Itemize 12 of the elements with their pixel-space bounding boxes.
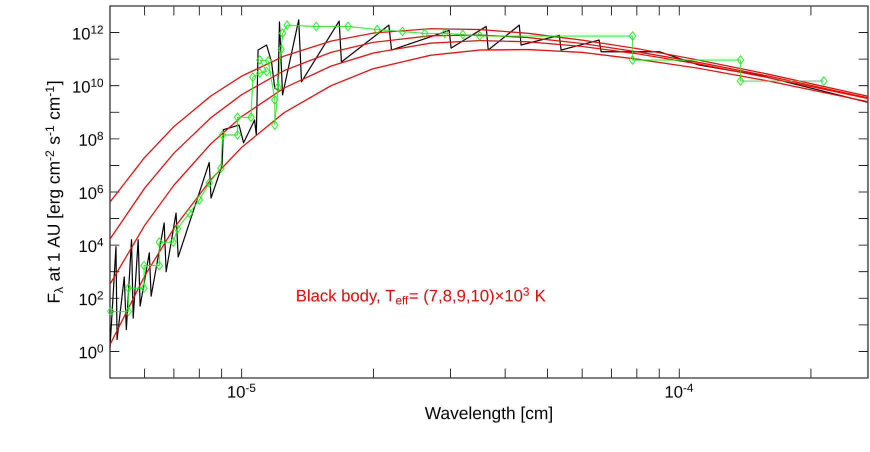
x-axis-title: Wavelength [cm] xyxy=(424,406,552,423)
x-tick-label: 10$^{-5}$ xyxy=(228,384,256,398)
y-tick-label: 10$^{8}$ xyxy=(80,132,103,146)
y-tick-label: 10$^{4}$ xyxy=(80,238,104,252)
y-tick-label: 10$^{6}$ xyxy=(80,184,103,200)
y-tick-label: 10$^{2}$ xyxy=(80,291,103,306)
y-tick-label: 10$^{10}$ xyxy=(73,78,104,93)
x-tick-label: 10$^{-4}$ xyxy=(666,384,694,398)
annotation: Black body, T$_{eff}$= (7,8,9,10)×10$^{3}$ K xyxy=(297,287,546,305)
y-tick-label: 10$^{12}$ xyxy=(73,25,103,40)
y-tick-label: 10$^{0}$ xyxy=(80,344,104,358)
text: F$_{λ}$ at 1 AU [erg cm$^{-2}$ s$^{-1}$ cm$^{-1}$] xyxy=(45,82,64,302)
